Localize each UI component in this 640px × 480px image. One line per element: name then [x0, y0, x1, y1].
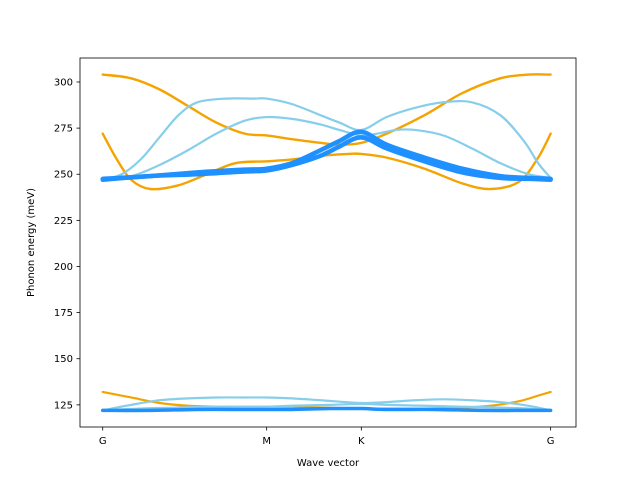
y-tick-label: 275 — [54, 124, 73, 135]
y-tick-label: 175 — [54, 308, 73, 319]
x-tick-label: M — [262, 436, 271, 447]
x-tick-label: G — [547, 436, 555, 447]
series-line-optical-orange-upper — [101, 73, 552, 146]
y-tick-label: 125 — [54, 400, 73, 411]
series-line-optical-skyblue-middle — [101, 115, 552, 180]
x-tick-label: G — [99, 436, 107, 447]
series-line-acoustic-blue — [100, 406, 553, 413]
series-line-acoustic-skyblue-upper — [101, 396, 552, 412]
y-tick-label: 200 — [54, 262, 73, 273]
series-line-acoustic-skyblue-lower — [101, 402, 552, 412]
y-tick-label: 225 — [54, 216, 73, 227]
y-tick-label: 150 — [54, 354, 73, 365]
y-axis-label: Phonon energy (meV) — [26, 188, 37, 297]
y-axis-ticks: 125 150 175 200 225 250 275 300 — [54, 77, 80, 411]
series-layer — [100, 73, 553, 413]
series-line-optical-skyblue-upper — [101, 97, 552, 181]
series-line-optical-blue-thick-b — [100, 135, 553, 183]
y-tick-label: 300 — [54, 77, 73, 88]
x-axis-label: Wave vector — [297, 458, 360, 469]
y-tick-label: 250 — [54, 170, 73, 181]
plot-frame — [79, 57, 577, 428]
x-tick-label: K — [358, 436, 365, 447]
